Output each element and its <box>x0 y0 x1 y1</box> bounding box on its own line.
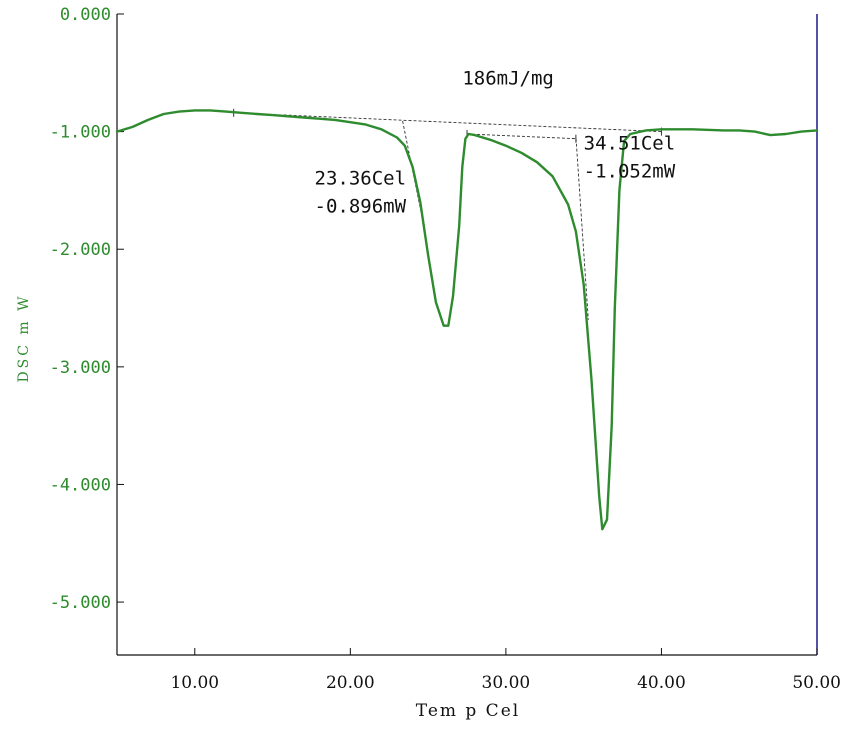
y-tick-label: -5.000 <box>50 593 111 613</box>
annotation-peak1: 23.36Cel -0.896mW <box>315 168 407 218</box>
annotation-line: 34.51Cel <box>584 132 676 154</box>
annotation-area: 186mJ/mg <box>462 68 554 90</box>
annotation-peak2: 34.51Cel -1.052mW <box>584 132 676 182</box>
x-tick-label: 30.00 <box>482 673 531 693</box>
baseline-line <box>233 112 662 133</box>
annotation-line: -1.052mW <box>584 160 676 182</box>
plot-frame <box>116 14 818 656</box>
x-axis: 10.00 20.00 30.00 40.00 50.00 <box>170 648 841 693</box>
x-tick-label: 50.00 <box>792 673 841 693</box>
annotations: 186mJ/mg 23.36Cel -0.896mW 34.51Cel -1.052mW <box>315 68 676 218</box>
dsc-curve-group <box>115 109 819 531</box>
x-axis-label: Tem p Cel <box>416 701 520 721</box>
onset-tangent-line <box>575 138 589 320</box>
annotation-line: -0.896mW <box>315 196 407 218</box>
annotation-line: 186mJ/mg <box>462 68 554 90</box>
y-tick-label: 0.000 <box>60 5 111 25</box>
y-tick-label: -1.000 <box>50 123 111 143</box>
x-tick-label: 40.00 <box>637 673 686 693</box>
x-tick-label: 20.00 <box>326 673 375 693</box>
y-tick-label: -4.000 <box>50 475 111 495</box>
y-tick-label: -2.000 <box>50 240 111 260</box>
annotation-line: 23.36Cel <box>315 168 407 190</box>
baseline-line <box>466 133 576 140</box>
y-tick-label: -3.000 <box>50 358 111 378</box>
y-axis: 0.000 -1.000 -2.000 -3.000 -4.000 -5.000 <box>50 5 124 613</box>
y-axis-label: DSC m W <box>16 293 32 382</box>
x-tick-label: 10.00 <box>170 673 219 693</box>
dsc-curve <box>115 109 819 531</box>
